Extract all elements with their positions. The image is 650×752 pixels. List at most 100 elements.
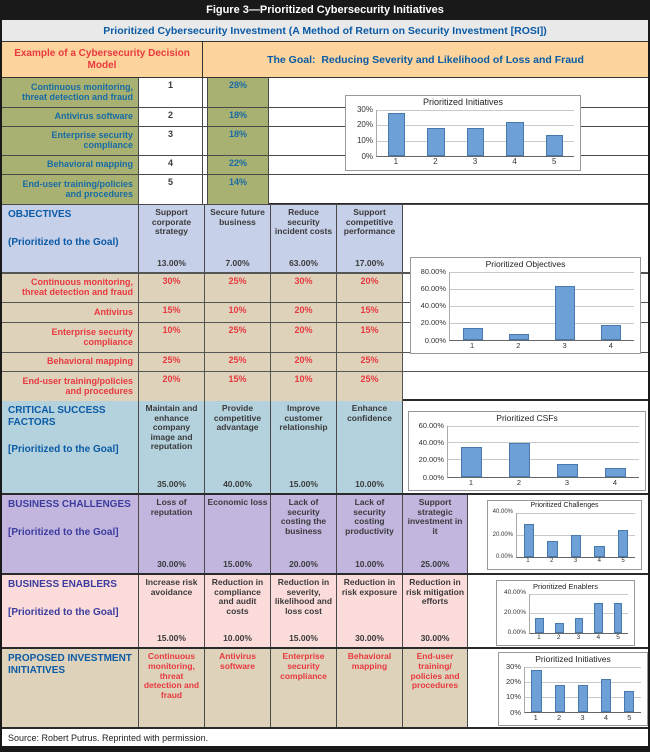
objective-column: Secure future business 7.00% (205, 205, 271, 272)
objective-column-label: Support corporate strategy (151, 207, 192, 237)
bar (466, 128, 485, 156)
x-axis-tick-label: 3 (576, 633, 581, 641)
initiative-weight: 22% (207, 156, 269, 174)
csf-column: Provide competitive advantage 40.00% (205, 401, 271, 493)
matrix-value: 10% (139, 323, 205, 352)
proposed-initiative-column-label: Antivirus software (219, 651, 256, 671)
y-axis-tick-label: 0.00% (507, 629, 526, 637)
csf-column-label: Enhance confidence (347, 403, 392, 423)
proposed-initiative-column-label: End-user training/ policies and procedur… (410, 651, 460, 691)
gridline (377, 125, 574, 127)
enablers-section: BUSINESS ENABLERS [Prioritized to the Go… (2, 575, 648, 649)
csf-column-weight: 10.00% (355, 479, 384, 490)
enabler-column-label: Increase risk avoidance (145, 577, 198, 597)
bar (508, 333, 530, 340)
enabler-column: Reduction in compliance and audit costs 1… (205, 575, 271, 647)
bar (531, 669, 542, 712)
matrix-row: Enterprise security compliance 10% 25% 20% 1… (2, 322, 648, 352)
x-axis-tick-label: 1 (537, 633, 541, 641)
x-axis-tick-label: 4 (596, 633, 601, 641)
gridline (448, 442, 639, 444)
challenge-column-label: Economic loss (207, 497, 268, 507)
gridline (517, 513, 635, 514)
matrix-value: 25% (205, 353, 271, 371)
y-axis-tick-label: 30% (505, 661, 521, 671)
y-axis-tick-label: 60.00% (418, 420, 444, 430)
bar (506, 122, 524, 156)
x-axis-tick-label: 5 (551, 157, 557, 166)
matrix-row-label: Enterprise security compliance (2, 323, 139, 352)
enabler-column: Increase risk avoidance 15.00% (139, 575, 205, 647)
initiative-label: End-user training/policies and procedure… (2, 175, 139, 204)
matrix-value: 20% (139, 372, 205, 401)
objective-column-weight: 63.00% (289, 258, 318, 269)
csf-subheading: [Prioritized to the Goal] (8, 444, 119, 455)
gridline (450, 322, 634, 324)
chart-plot-area (449, 271, 634, 341)
x-axis-tick-label: 5 (616, 633, 620, 641)
csf-column: Maintain and enhance company image and r… (139, 401, 205, 493)
gridline (530, 593, 628, 595)
chart-title: Prioritized Objectives (485, 259, 566, 269)
gridline (448, 425, 639, 427)
matrix-value: 25% (337, 353, 403, 371)
objective-column: Support competitive performance 17.00% (337, 205, 403, 272)
initiative-label: Continuous monitoring, threat detection … (2, 78, 139, 107)
bar (624, 690, 635, 712)
x-axis-tick-label: 4 (512, 157, 517, 166)
gridline (448, 459, 639, 461)
challenge-column-weight: 20.00% (289, 559, 318, 570)
figure-title: Figure 3—Prioritized Cybersecurity Initi… (2, 0, 648, 20)
x-axis-tick-label: 2 (516, 340, 521, 350)
csf-column: Improve customer relationship 15.00% (271, 401, 337, 493)
enabler-column-label: Reduction in compliance and audit costs (211, 577, 264, 616)
bar (594, 546, 605, 557)
bar (509, 442, 531, 477)
matrix-value: 10% (271, 372, 337, 401)
objective-column-label: Support competitive performance (343, 207, 396, 237)
enabler-column-label: Reduction in severity, likelihood and lo… (274, 577, 333, 616)
chart-title: Prioritized CSFs (496, 413, 558, 423)
bar (600, 325, 622, 340)
proposed-heading-cell: PROPOSED INVESTMENT INITIATIVES (2, 649, 139, 727)
decision-row: Behavioral mapping 4 22% (2, 156, 648, 175)
y-axis-tick-label: 0% (510, 707, 521, 717)
objective-column: Support corporate strategy 13.00% (139, 205, 205, 272)
objective-column-label: Secure future business (210, 207, 265, 227)
bar (613, 603, 623, 633)
enabler-column: Reduction in risk mitigation efforts 30.0… (403, 575, 468, 647)
challenge-column-weight: 30.00% (157, 559, 186, 570)
y-axis-tick-label: 20.00% (503, 609, 526, 617)
enablers-row: BUSINESS ENABLERS [Prioritized to the Go… (2, 575, 648, 647)
proposed-initiative-column-label: Enterprise security compliance (280, 651, 327, 681)
csf-heading: CRITICAL SUCCESS FACTORS (8, 405, 106, 428)
objective-column-weight: 13.00% (157, 258, 186, 269)
bar (388, 113, 406, 156)
objectives-subheading: (Prioritized to the Goal) (8, 236, 119, 248)
y-axis-tick-label: 0.00% (495, 554, 513, 561)
csf-section: CRITICAL SUCCESS FACTORS [Prioritized to… (2, 401, 648, 495)
enabler-column-label: Reduction in risk mitigation efforts (405, 577, 465, 607)
y-axis-tick-label: 10% (505, 692, 521, 702)
matrix-row: Behavioral mapping 25% 25% 20% 25% (2, 352, 648, 371)
challenge-column: Loss of reputation 30.00% (139, 495, 205, 573)
matrix-value: 15% (337, 303, 403, 322)
x-axis-tick-label: 1 (533, 712, 538, 722)
chart-title: Prioritized Enablers (532, 582, 599, 591)
initiative-rank: 1 (139, 78, 203, 107)
objective-column: Reduce security incident costs 63.00% (271, 205, 337, 272)
y-axis-tick-label: 30% (356, 104, 373, 114)
challenge-column-label: Lack of security costing the business (280, 497, 327, 536)
gridline (530, 613, 628, 614)
x-axis-tick-label: 1 (470, 340, 475, 350)
chart-plot-area (447, 425, 639, 478)
chart-title: Prioritized Challenges (530, 502, 599, 509)
matrix-row-label: Continuous monitoring, threat detection … (2, 274, 139, 302)
proposed-initiative-column: Enterprise security compliance (271, 649, 337, 727)
x-axis-tick-label: 3 (573, 558, 578, 564)
decision-row: Enterprise security compliance 3 18% (2, 127, 648, 156)
proposed-row: PROPOSED INVESTMENT INITIATIVES Continuo… (2, 649, 648, 727)
initiative-weight: 14% (207, 175, 269, 204)
decision-row: End-user training/policies and procedure… (2, 175, 648, 205)
chart-prioritized-objectives: Prioritized Objectives 0.00% 20.00% 40.00% 6… (410, 257, 641, 354)
